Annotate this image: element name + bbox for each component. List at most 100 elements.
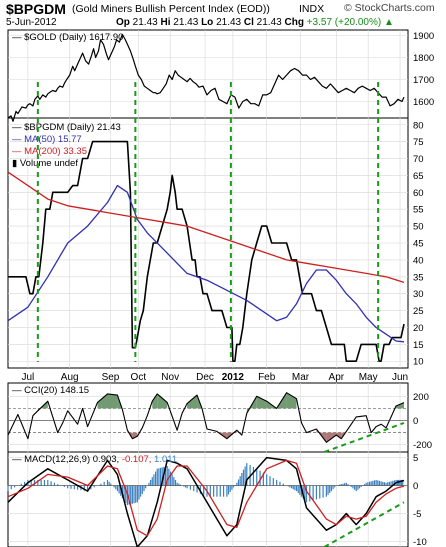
macd-hist-bar [184, 485, 187, 488]
macd-hist-bar [367, 482, 369, 486]
macd-hist-bar [358, 485, 361, 489]
series-line-signal [7, 459, 405, 537]
macd-hist-bar [150, 479, 152, 486]
cci-fill [132, 432, 138, 439]
macd-hist-bar [380, 481, 382, 486]
y-tick-label-cci: -200 [413, 440, 432, 451]
macd-hist-bar [355, 485, 357, 492]
y-tick-label-bpgdm: 50 [413, 222, 424, 233]
macd-hist-bar [232, 485, 235, 488]
macd-hist-bar [360, 485, 362, 487]
y-tick-label-gold: 1900 [413, 31, 434, 42]
x-tick-label: Mar [292, 372, 310, 383]
macd-hist-bar [231, 485, 233, 490]
macd-hist-bar [83, 485, 85, 491]
macd-hist-bar [113, 485, 115, 488]
macd-hist-bar [131, 485, 133, 504]
macd-hist-bar [23, 481, 26, 486]
x-tick-label: Oct [131, 372, 147, 383]
macd-hist-bar [402, 479, 404, 486]
macd-hist-bar [169, 471, 172, 486]
macd-hist-bar [373, 480, 376, 486]
y-tick-label-macd: 5 [413, 453, 418, 464]
macd-hist-bar [297, 485, 299, 493]
macd-hist-bar [166, 465, 168, 486]
macd-hist-bar [143, 485, 145, 492]
macd-hist-bar [241, 472, 243, 486]
macd-hist-bar [330, 485, 332, 492]
macd-hist-bar [178, 483, 180, 486]
macd-hist-bar [304, 485, 306, 501]
y-tick-label-bpgdm: 80 [413, 120, 424, 131]
y-tick-label-bpgdm: 75 [413, 137, 424, 148]
x-tick-label: Jul [22, 372, 35, 383]
macd-hist-bar [305, 485, 308, 503]
macd-hist-bar [57, 484, 59, 486]
macd-hist-bar [161, 467, 163, 486]
macd-hist-bar [70, 485, 72, 489]
y-tick-label-gold: 1700 [413, 75, 434, 86]
annotation-macd-trendline [323, 501, 405, 547]
macd-hist-bar [115, 485, 117, 490]
y-tick-label-bpgdm: 55 [413, 205, 424, 216]
cci-fill [187, 395, 198, 409]
x-tick-label: Nov [161, 372, 179, 383]
macd-hist-bar [93, 485, 95, 488]
stockcharts-brand[interactable]: © StockCharts.com [344, 2, 435, 14]
ohlc-quote: Op 21.43 Hi 21.43 Lo 21.43 Cl 21.43 Chg … [116, 17, 394, 28]
macd-hist-bar [186, 485, 188, 489]
macd-hist-bar [158, 468, 160, 486]
macd-hist-bar [189, 485, 192, 490]
macd-hist-bar [229, 485, 231, 493]
macd-hist-bar [299, 485, 301, 495]
quote-date: 5-Jun-2012 [6, 17, 57, 28]
macd-hist-bar [342, 483, 344, 486]
macd-hist-bar [332, 485, 334, 490]
macd-hist-bar [213, 485, 215, 497]
macd-hist-bar [183, 485, 185, 487]
macd-hist-bar [327, 485, 329, 495]
series-line-ma200 [7, 171, 405, 284]
macd-hist-bar [276, 479, 278, 486]
macd-hist-bar [353, 485, 356, 490]
y-tick-label-macd: -10 [413, 537, 427, 547]
macd-hist-bar [20, 483, 22, 486]
macd-hist-bar [347, 484, 349, 486]
y-tick-label-bpgdm: 40 [413, 255, 424, 266]
cci-fill [157, 393, 168, 409]
macd-hist-bar [292, 485, 294, 490]
macd-hist-bar [67, 485, 69, 489]
cci-fill [97, 393, 108, 409]
x-tick-label: Apr [329, 372, 345, 383]
macd-hist-bar [164, 466, 167, 486]
y-tick-label-bpgdm: 25 [413, 306, 424, 317]
macd-hist-bar [120, 485, 122, 496]
macd-hist-bar [236, 482, 238, 486]
macd-hist-bar [140, 485, 142, 497]
x-tick-label: Feb [258, 372, 276, 383]
legend-gold: — $GOLD (Daily) 1617.90 [12, 32, 123, 43]
macd-hist-bar [309, 485, 311, 502]
legend-macd: — MACD(12,26,9) 0.903, -0.107, 1.011 [12, 454, 177, 465]
macd-hist-bar [290, 485, 293, 489]
macd-hist-bar [294, 485, 296, 491]
series-line-gold [7, 33, 405, 122]
macd-hist-bar [153, 474, 155, 486]
macd-hist-bar [136, 485, 138, 503]
chart-description: (Gold Miners Bullish Percent Index (EOD)… [72, 3, 270, 15]
macd-hist-bar [33, 479, 36, 486]
macd-hist-bar [244, 466, 246, 486]
y-tick-label-bpgdm: 15 [413, 340, 424, 351]
macd-hist-bar [352, 485, 354, 489]
macd-hist-bar [63, 485, 65, 487]
x-tick-label: 2012 [222, 372, 245, 383]
y-tick-label-cci: 0 [413, 416, 418, 427]
macd-hist-bar [295, 485, 298, 492]
macd-hist-bar [387, 482, 389, 486]
macd-hist-bar [372, 480, 374, 486]
x-tick-label: Sep [102, 372, 120, 383]
macd-hist-bar [385, 482, 387, 486]
macd-hist-bar [145, 485, 147, 489]
macd-hist-bar [176, 482, 178, 486]
macd-hist-bar [266, 474, 268, 486]
